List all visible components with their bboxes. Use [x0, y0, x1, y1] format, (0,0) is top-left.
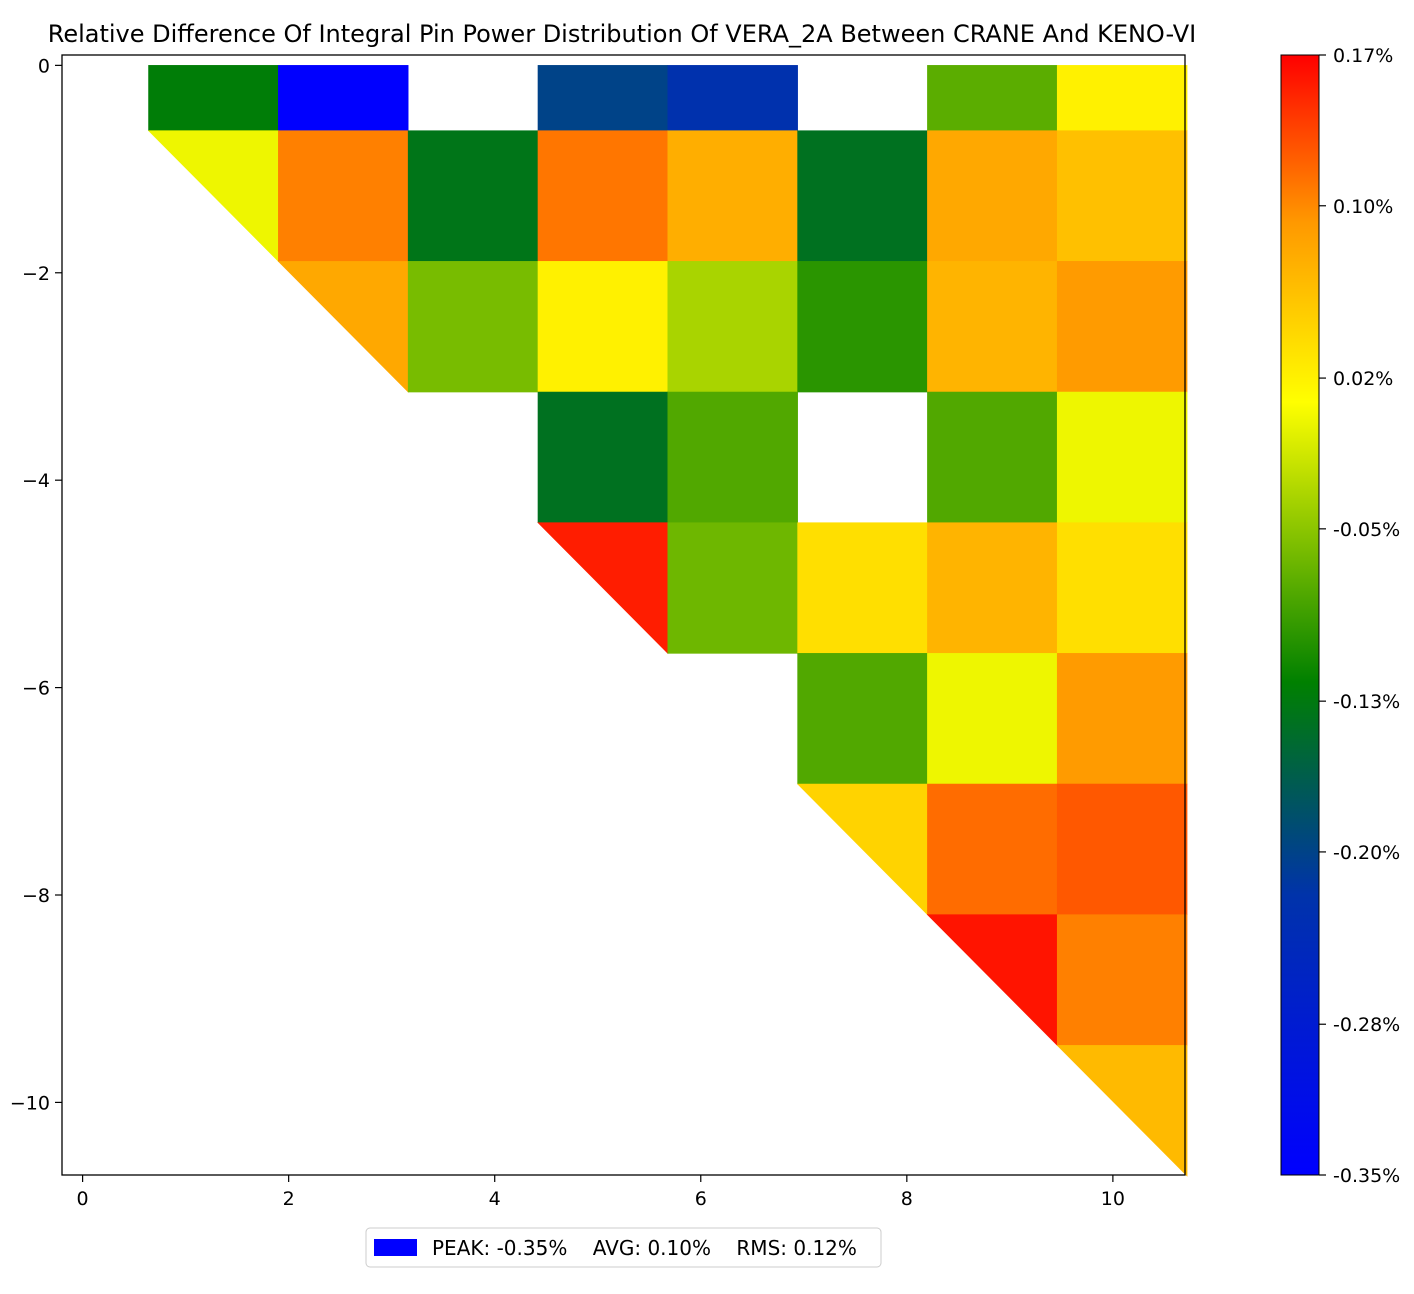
heatmap-cell [797, 653, 928, 785]
heatmap-cell [537, 522, 669, 655]
heatmap-cell [797, 130, 928, 262]
heatmap-cell [1056, 261, 1188, 393]
colorbar-tick-label: -0.05% [1333, 519, 1400, 541]
heatmap-cell [537, 261, 669, 393]
heatmap-cell [797, 522, 928, 654]
heatmap-cell [927, 522, 1058, 654]
heatmap-cell [147, 130, 279, 263]
colorbar-tick-label: -0.28% [1333, 1014, 1400, 1036]
heatmap-cell [1056, 65, 1188, 132]
heatmap-cell [667, 261, 798, 393]
heatmap-cell [278, 65, 409, 132]
x-tick-label: 2 [283, 1188, 295, 1210]
heatmap-cell [927, 261, 1058, 393]
heatmap-cell [1056, 1045, 1188, 1177]
heatmap-cell [1056, 914, 1188, 1046]
y-tick-label: −4 [22, 470, 50, 492]
heatmap-cell [927, 391, 1058, 524]
heatmap-cells [147, 65, 1188, 1177]
legend-box [365, 1227, 882, 1268]
heatmap-cell [796, 783, 928, 916]
x-axis: 0 2 4 6 8 10 [77, 1175, 1125, 1210]
heatmap-cell [667, 391, 798, 524]
y-tick-label: −2 [22, 263, 50, 285]
x-tick-label: 8 [901, 1188, 913, 1210]
heatmap-cell [537, 65, 669, 132]
heatmap-cell [927, 653, 1058, 785]
heatmap-cell [407, 261, 539, 393]
x-tick-label: 6 [695, 1188, 707, 1210]
legend-label: PEAK: -0.35% AVG: 0.10% RMS: 0.12% [432, 1236, 857, 1260]
heatmap-cell [926, 914, 1058, 1047]
y-tick-label: 0 [38, 55, 50, 77]
y-axis: 0 −2 −4 −6 −8 −10 [10, 55, 62, 1114]
heatmap-cell [537, 130, 669, 262]
colorbar-tick-label: -0.20% [1333, 842, 1400, 864]
heatmap-cell [1056, 130, 1188, 262]
heatmap-cell [148, 65, 279, 132]
y-tick-label: −6 [22, 678, 50, 700]
y-tick-label: −10 [10, 1092, 50, 1114]
heatmap-cell [667, 130, 798, 262]
colorbar-tick-label: 0.02% [1333, 368, 1393, 390]
colorbar-ticks: 0.17% 0.10% 0.02% -0.05% -0.13% -0.20% -0.28% -… [1319, 45, 1400, 1187]
x-tick-label: 0 [77, 1188, 89, 1210]
heatmap-cell [537, 391, 669, 524]
plot-frame [61, 54, 1186, 1176]
heatmap-cell [927, 130, 1058, 262]
heatmap-cell [1056, 653, 1188, 785]
colorbar-tick-label: 0.17% [1333, 45, 1393, 67]
heatmap-cell [1056, 522, 1188, 654]
chart-title: Relative Difference Of Integral Pin Powe… [48, 20, 1197, 48]
heatmap-cell [277, 261, 409, 393]
colorbar [1280, 54, 1320, 1176]
colorbar-tick-label: -0.13% [1333, 691, 1400, 713]
heatmap-cell [927, 783, 1058, 916]
heatmap-cell [1056, 783, 1188, 916]
y-tick-label: −8 [22, 885, 50, 907]
stats-legend: PEAK: -0.35% AVG: 0.10% RMS: 0.12% [365, 1227, 882, 1268]
heatmap-cell [797, 261, 928, 393]
x-tick-label: 4 [489, 1188, 501, 1210]
legend-swatch [374, 1239, 417, 1256]
x-tick-label: 10 [1101, 1188, 1125, 1210]
heatmap-cell [407, 130, 539, 262]
heatmap-cell [1056, 391, 1188, 524]
heatmap-cell [278, 130, 409, 262]
heatmap-cell [927, 65, 1058, 132]
heatmap-cell [667, 522, 798, 654]
colorbar-tick-label: 0.10% [1333, 196, 1393, 218]
heatmap-cell [667, 65, 798, 132]
colorbar-tick-label: -0.35% [1333, 1165, 1400, 1187]
